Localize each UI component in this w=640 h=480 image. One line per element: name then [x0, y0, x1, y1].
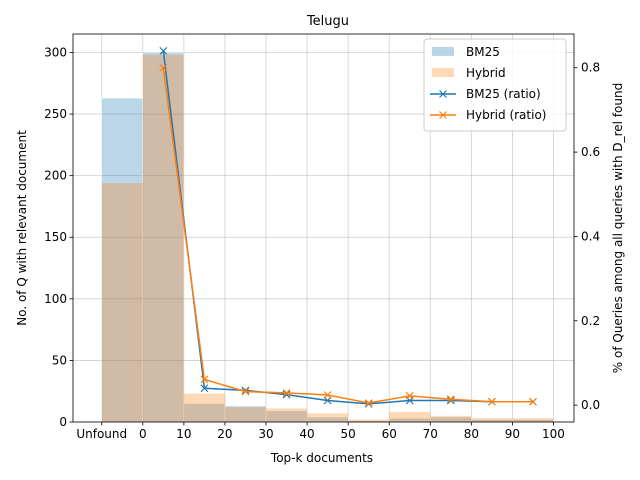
plot-frame: [72, 33, 575, 423]
data-point-marker: [282, 388, 291, 397]
series-line: [162, 67, 533, 404]
y-axis: 0 50 100 150 200 250 300: [44, 45, 73, 429]
x-tick-label: 50: [340, 427, 355, 441]
data-point-marker: [241, 387, 250, 396]
legend-label: Hybrid (ratio): [466, 108, 546, 122]
legend: BM25 Hybrid BM25 (ratio) Hybrid (ratio): [423, 38, 567, 132]
y2-tick-label: 0.0: [581, 398, 600, 412]
bar: [224, 407, 267, 422]
y-tick-label: 200: [44, 169, 67, 183]
legend-marker: [439, 111, 447, 119]
x-tick-label: Unfound: [76, 427, 127, 441]
data-point-marker: [241, 386, 250, 395]
legend-label: Hybrid: [466, 66, 506, 80]
x-axis: Unfound 0 10 20 30 40 50 60 70 80 90 100: [76, 422, 565, 441]
legend-marker: [439, 90, 447, 98]
x-tick-label: 70: [423, 427, 438, 441]
y-tick-label: 0: [59, 415, 67, 429]
data-point-marker: [487, 397, 496, 406]
legend-swatch: [432, 47, 454, 56]
bar: [389, 412, 431, 422]
legend-swatch: [432, 68, 454, 77]
data-point-marker: [446, 396, 455, 405]
legend-item: BM25 (ratio): [430, 87, 541, 101]
bar: [471, 418, 513, 422]
ratio-lines: [159, 46, 537, 408]
x-tick-label: 10: [176, 427, 191, 441]
y2-axis-label: % of Queries among all queries with D_re…: [611, 83, 625, 373]
bar-series-bm25: [101, 52, 554, 423]
legend-label: BM25 (ratio): [466, 87, 541, 101]
bars: [101, 52, 554, 423]
data-point-marker: [405, 391, 414, 400]
y-tick-label: 150: [44, 230, 67, 244]
y-tick-label: 50: [52, 353, 67, 367]
x-tick-label: 40: [299, 427, 314, 441]
y2-tick-label: 0.4: [581, 229, 600, 243]
data-point-marker: [446, 395, 455, 404]
x-tick-label: 90: [505, 427, 520, 441]
legend-item: BM25: [432, 45, 500, 59]
legend-box: [423, 38, 567, 132]
x-tick-label: 20: [217, 427, 232, 441]
x-axis-label: Top-k documents: [270, 451, 373, 465]
x-tick-label: 60: [382, 427, 397, 441]
bar: [430, 415, 472, 422]
y-axis-label: No. of Q with relevant document: [15, 130, 29, 326]
bar: [512, 418, 554, 422]
line-series-hybrid-ratio-: [159, 63, 537, 407]
legend-label: BM25: [466, 45, 500, 59]
data-point-marker: [529, 397, 537, 406]
x-tick-label: 0: [139, 427, 147, 441]
y2-tick-label: 0.8: [581, 61, 600, 75]
y2-axis: 0.0 0.2 0.4 0.6 0.8: [574, 61, 600, 412]
legend-item: Hybrid: [432, 66, 506, 80]
data-point-marker: [159, 63, 168, 72]
bar: [142, 54, 184, 422]
bar: [307, 413, 349, 422]
y-tick-label: 300: [44, 45, 67, 59]
data-point-marker: [364, 399, 373, 407]
bar: [142, 52, 185, 423]
bar: [266, 408, 308, 422]
bar-series-hybrid: [101, 54, 554, 422]
x-tick-label: 30: [258, 427, 273, 441]
bar: [348, 419, 390, 422]
data-point-marker: [200, 375, 209, 384]
y2-tick-label: 0.6: [581, 145, 600, 159]
x-tick-label: 80: [464, 427, 479, 441]
y2-tick-label: 0.2: [581, 314, 600, 328]
x-tick-label: 100: [542, 427, 565, 441]
y-tick-label: 250: [44, 107, 67, 121]
data-point-marker: [200, 384, 209, 393]
chart-title: Telugu: [306, 14, 349, 29]
data-point-marker: [323, 391, 332, 399]
bar: [183, 393, 225, 422]
bar: [101, 183, 143, 422]
data-point-marker: [159, 46, 168, 55]
y-tick-label: 100: [44, 292, 67, 306]
legend-item: Hybrid (ratio): [430, 108, 546, 122]
bar: [101, 97, 144, 423]
